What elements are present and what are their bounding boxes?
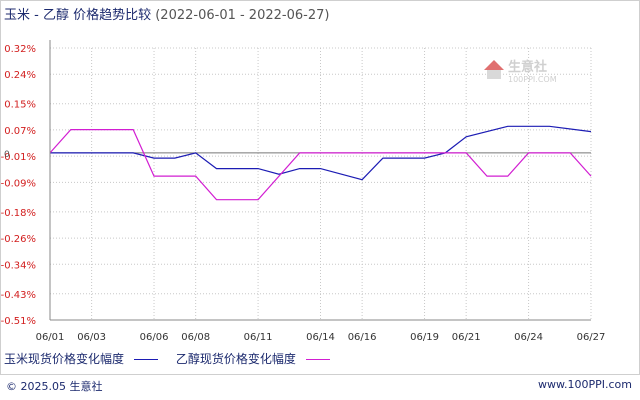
y-tick-label: 0.24% (4, 70, 36, 81)
legend: 玉米现货价格变化幅度 乙醇现货价格变化幅度 (4, 350, 344, 367)
grid-lines (49, 47, 592, 321)
y-tick-label: 0.15% (4, 100, 36, 111)
y-tick-label: 0.32% (4, 44, 36, 55)
x-tick-label: 06/14 (306, 332, 335, 343)
x-tick-label: 06/06 (140, 332, 169, 343)
x-tick-label: 06/11 (244, 332, 273, 343)
y-tick-label: -0.01% (1, 152, 36, 163)
legend-label-corn: 玉米现货价格变化幅度 (4, 352, 125, 366)
x-tick-label: 06/16 (348, 332, 377, 343)
x-tick-label: 06/08 (181, 332, 210, 343)
y-axis-ticks: 0.32% 0.24% 0.15% 0.07% -0.01% -0.09% -0.18% -0… (1, 44, 36, 327)
y-tick-label: -0.26% (1, 234, 36, 245)
watermark-logo-icon (484, 60, 504, 79)
legend-swatch-corn (134, 359, 159, 360)
x-axis-ticks: 06/01 06/03 06/06 06/08 06/11 06/14 06/16 06/19… (36, 332, 606, 343)
x-tick-label: 06/01 (36, 332, 65, 343)
footer-site-link[interactable]: www.100PPI.com (538, 378, 632, 391)
legend-swatch-ethanol (305, 359, 330, 360)
chart-title: 玉米 - 乙醇 价格趋势比较 (2022-06-01 - 2022-06-27) (4, 4, 329, 23)
x-tick-label: 06/27 (577, 332, 606, 343)
y-tick-label: -0.43% (1, 290, 36, 301)
y-tick-label: -0.51% (1, 316, 36, 327)
legend-item-ethanol: 乙醇现货价格变化幅度 (176, 350, 330, 367)
y-tick-label: -0.34% (1, 260, 36, 271)
zero-label: 0 (4, 150, 10, 160)
chart-title-main: 玉米 - 乙醇 价格趋势比较 (4, 8, 152, 23)
x-tick-label: 06/19 (410, 332, 439, 343)
watermark-name: 生意社 (508, 59, 547, 75)
x-tick-label: 06/21 (452, 332, 481, 343)
watermark-url: 100PPI.COM (508, 75, 557, 84)
price-trend-chart: 生意社 100PPI.COM 0.32% 0.24% 0.15% 0.07% -0.01… (0, 0, 640, 375)
legend-label-ethanol: 乙醇现货价格变化幅度 (175, 352, 296, 366)
y-tick-label: -0.09% (1, 178, 36, 189)
chart-title-range: (2022-06-01 - 2022-06-27) (155, 8, 330, 23)
y-tick-label: 0.07% (4, 126, 36, 137)
y-tick-label: -0.18% (1, 208, 36, 219)
x-tick-label: 06/03 (77, 332, 106, 343)
watermark: 生意社 100PPI.COM (484, 59, 557, 84)
series-lines (49, 125, 592, 201)
footer: © 2025.05 生意社 www.100PPI.com (0, 375, 640, 400)
series-line-corn (50, 125, 592, 181)
x-tick-label: 06/24 (514, 332, 543, 343)
legend-item-corn: 玉米现货价格变化幅度 (4, 350, 159, 367)
series-line-ethanol (49, 129, 592, 201)
footer-copyright: © 2025.05 生意社 (6, 380, 103, 393)
